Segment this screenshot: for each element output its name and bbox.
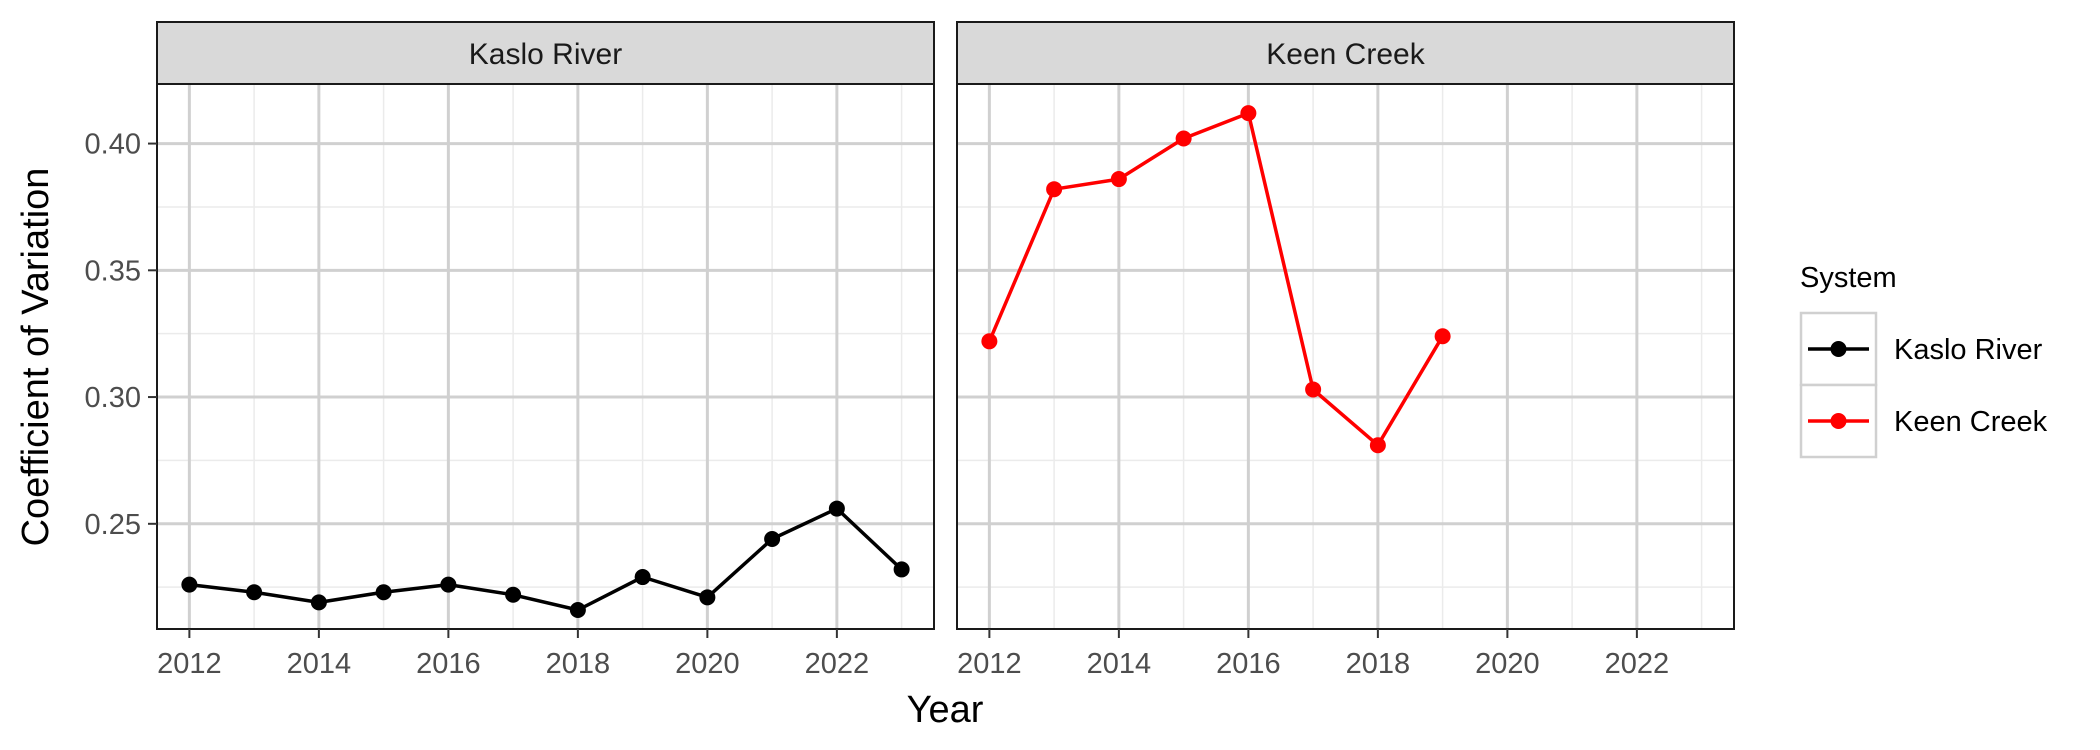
- y-axis-title: Coefficient of Variation: [15, 168, 57, 547]
- data-point-keen-creek-2018: [1369, 437, 1386, 454]
- panel-border: [956, 83, 1735, 630]
- legend: System Kaslo River Keen Creek: [1799, 262, 2048, 459]
- data-point-kaslo-river-2023: [893, 561, 910, 578]
- legend-key-point: [1830, 413, 1847, 429]
- y-tick-label-0.25: 0.25: [85, 509, 141, 541]
- data-point-kaslo-river-2020: [699, 589, 716, 606]
- facet-strip-label: Keen Creek: [1266, 38, 1425, 71]
- data-point-kaslo-river-2016: [440, 576, 457, 593]
- x-tick-label-2014: 2014: [1087, 648, 1152, 680]
- data-point-kaslo-river-2021: [764, 531, 781, 548]
- data-point-keen-creek-2016: [1240, 105, 1257, 122]
- data-point-keen-creek-2015: [1175, 130, 1192, 147]
- x-tick-label-2014: 2014: [287, 648, 352, 680]
- x-tick-label-2020: 2020: [675, 648, 740, 680]
- data-point-keen-creek-2014: [1110, 171, 1127, 188]
- panel-kaslo-river: Kaslo River 2012 2014 2016 2018 2020 2022 0.25 0…: [85, 21, 935, 680]
- panel-background: [957, 84, 1734, 629]
- data-point-keen-creek-2012: [981, 333, 998, 350]
- x-tick-label-2022: 2022: [805, 648, 870, 680]
- data-point-kaslo-river-2015: [375, 584, 392, 601]
- series-line-kaslo-river: [189, 506, 903, 612]
- x-axis-title: Year: [907, 689, 984, 731]
- x-tick-label-2018: 2018: [1346, 648, 1411, 680]
- x-tick-label-2016: 2016: [1216, 648, 1281, 680]
- y-tick-label-0.40: 0.40: [85, 129, 141, 161]
- data-point-kaslo-river-2018: [569, 601, 586, 618]
- data-point-keen-creek-2013: [1046, 181, 1063, 198]
- legend-key-point: [1830, 341, 1847, 357]
- data-point-kaslo-river-2017: [505, 586, 522, 603]
- legend-item-kaslo-river: Kaslo River: [1799, 311, 2043, 387]
- facet-strip-label: Kaslo River: [469, 38, 622, 71]
- x-tick-label-2012: 2012: [957, 648, 1022, 680]
- panel-border: [156, 83, 935, 630]
- data-point-kaslo-river-2012: [181, 576, 198, 593]
- x-tick-label-2016: 2016: [416, 648, 481, 680]
- x-tick-label-2022: 2022: [1605, 648, 1670, 680]
- data-point-kaslo-river-2013: [246, 584, 263, 601]
- y-tick-label-0.30: 0.30: [85, 382, 141, 414]
- panels: Kaslo River 2012 2014 2016 2018 2020 2022 0.25 0…: [85, 21, 1735, 680]
- data-point-kaslo-river-2019: [634, 569, 651, 586]
- panel-keen-creek: Keen Creek 2012 2014 2016 2018 2020 2022: [956, 21, 1735, 680]
- facet-strip: [156, 21, 935, 85]
- legend-item-keen-creek: Keen Creek: [1799, 383, 2048, 459]
- data-point-kaslo-river-2022: [828, 500, 845, 517]
- data-point-keen-creek-2017: [1305, 381, 1322, 398]
- legend-label: Keen Creek: [1894, 406, 2048, 438]
- x-tick-label-2012: 2012: [157, 648, 222, 680]
- y-tick-label-0.35: 0.35: [85, 255, 141, 287]
- panel-background: [157, 84, 934, 629]
- series-line-keen-creek: [987, 111, 1445, 447]
- x-tick-label-2020: 2020: [1475, 648, 1540, 680]
- legend-label: Kaslo River: [1894, 334, 2043, 366]
- legend-title: System: [1800, 262, 1897, 294]
- data-point-keen-creek-2019: [1434, 328, 1451, 345]
- x-tick-label-2018: 2018: [546, 648, 611, 680]
- data-point-kaslo-river-2014: [310, 594, 327, 611]
- facet-strip: [956, 21, 1735, 85]
